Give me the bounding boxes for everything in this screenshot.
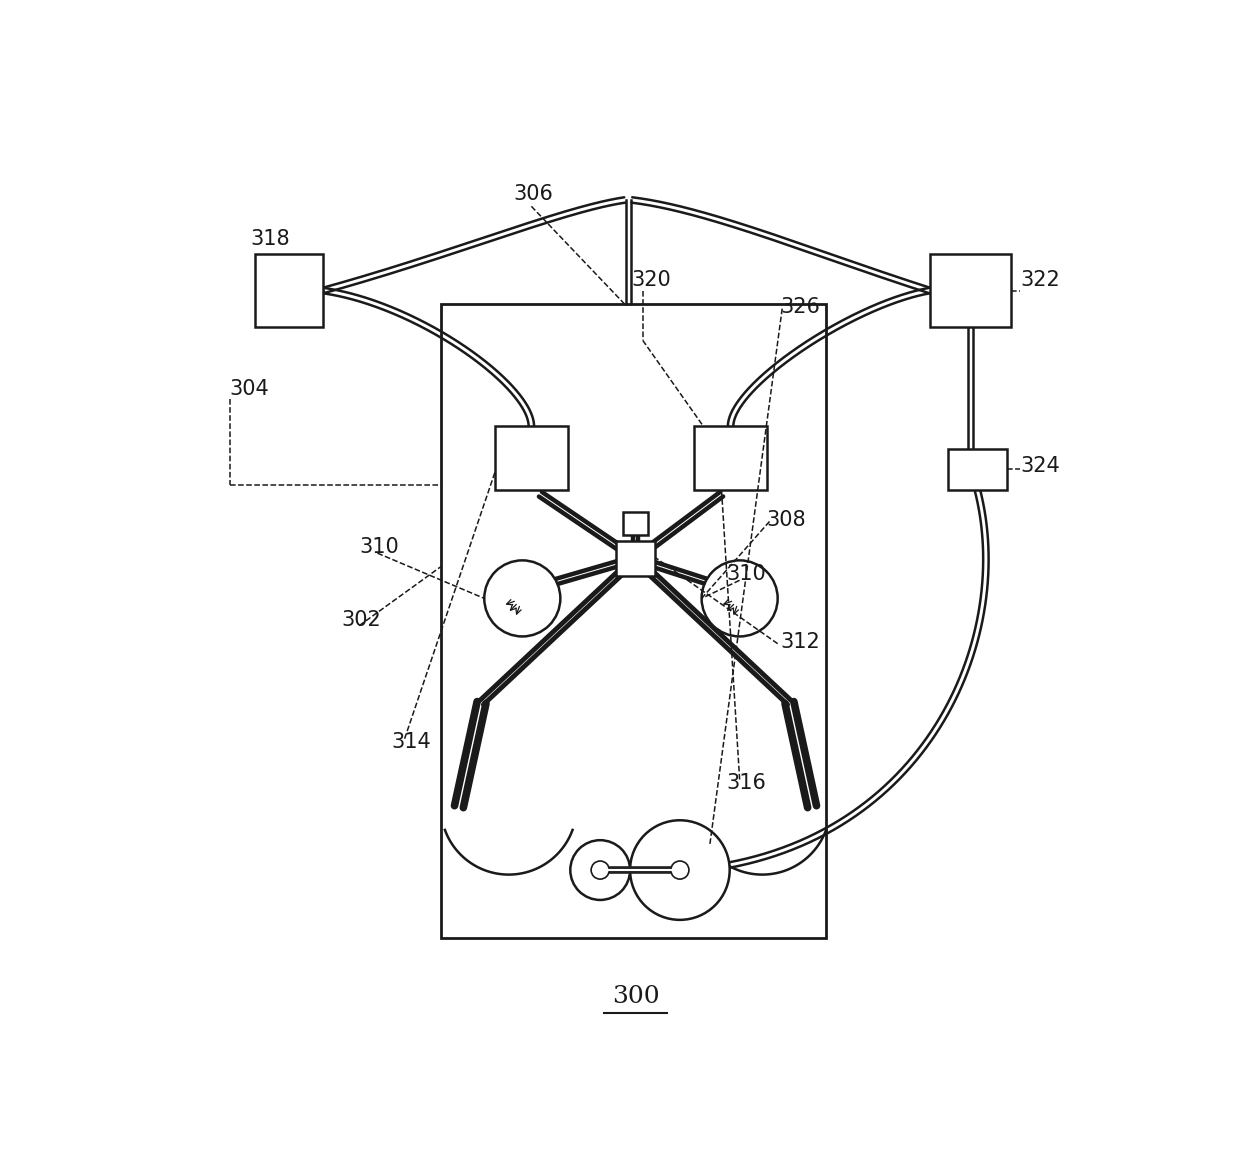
Text: 302: 302 — [341, 609, 381, 629]
Text: 318: 318 — [250, 229, 290, 249]
Circle shape — [702, 561, 777, 636]
Circle shape — [630, 821, 729, 920]
Text: 308: 308 — [766, 510, 806, 530]
Circle shape — [671, 861, 689, 880]
Bar — [495, 427, 568, 489]
Bar — [930, 254, 1012, 327]
Text: 310: 310 — [727, 564, 766, 584]
Bar — [440, 305, 826, 938]
Bar — [694, 427, 766, 489]
Text: 310: 310 — [360, 537, 399, 557]
Text: 314: 314 — [391, 731, 430, 751]
Bar — [615, 541, 656, 576]
Text: 320: 320 — [631, 270, 671, 290]
Bar — [255, 254, 324, 327]
Bar — [622, 513, 649, 535]
Text: 326: 326 — [780, 298, 820, 318]
Text: 300: 300 — [611, 985, 660, 1008]
Text: 312: 312 — [780, 633, 820, 653]
Circle shape — [570, 840, 630, 900]
Text: 322: 322 — [1021, 270, 1060, 290]
Text: 306: 306 — [513, 183, 553, 203]
Text: 304: 304 — [229, 379, 269, 399]
Text: 324: 324 — [1021, 455, 1060, 475]
Circle shape — [485, 561, 560, 636]
Bar — [947, 449, 1007, 489]
Text: 316: 316 — [727, 773, 766, 793]
Circle shape — [591, 861, 609, 880]
